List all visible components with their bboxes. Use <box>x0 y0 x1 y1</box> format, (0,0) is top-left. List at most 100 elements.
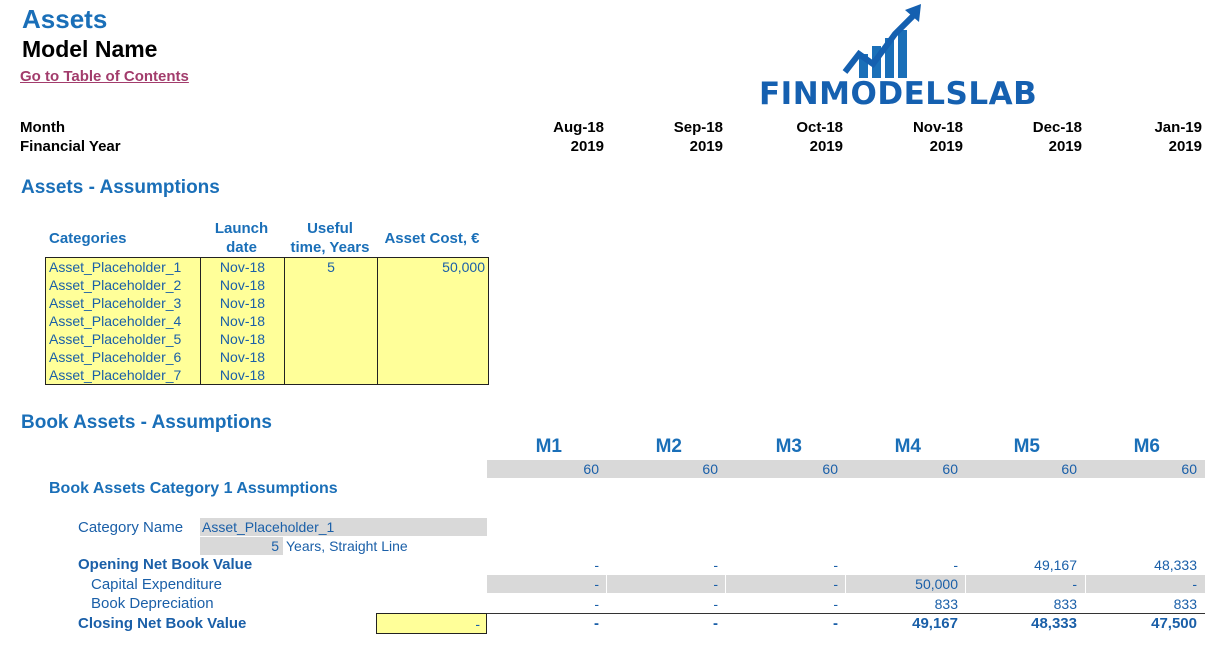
period-value-cell: 60 <box>702 461 718 477</box>
launch-date-cell[interactable]: Nov-18 <box>200 276 285 294</box>
asset-cost-cell[interactable] <box>377 276 489 294</box>
category-name-cell[interactable] <box>200 518 487 536</box>
period-header: M3 <box>775 436 802 457</box>
book-assets-title: Book Assets - Assumptions <box>21 412 272 433</box>
asset-name-cell[interactable]: Asset_Placeholder_6 <box>45 348 201 366</box>
capex-cell[interactable]: - <box>1192 576 1197 592</box>
category-name-value: Asset_Placeholder_1 <box>202 519 335 535</box>
categories-column-header: Categories <box>49 230 127 247</box>
closing-input-cell[interactable] <box>376 613 487 634</box>
period-values-band <box>487 460 1205 478</box>
years-value: 5 <box>271 538 279 554</box>
launch-date-cell[interactable]: Nov-18 <box>200 312 285 330</box>
useful-time-cell[interactable] <box>284 276 378 294</box>
month-header: Sep-18 <box>673 119 723 136</box>
asset-name-cell[interactable]: Asset_Placeholder_2 <box>45 276 201 294</box>
closing-nbv-cell: 48,333 <box>1031 615 1077 632</box>
month-label: Month <box>20 119 65 136</box>
capex-band <box>487 575 1205 593</box>
asset-row: Asset_Placeholder_6 Nov-18 <box>45 348 489 366</box>
capex-cell[interactable]: 50,000 <box>915 576 958 592</box>
asset-row: Asset_Placeholder_7 Nov-18 <box>45 366 489 385</box>
asset-cost-cell[interactable]: 50,000 <box>377 257 489 276</box>
book-assets-category-title: Book Assets Category 1 Assumptions <box>49 480 338 497</box>
closing-nbv-cell: 49,167 <box>912 615 958 632</box>
period-value-cell: 60 <box>583 461 599 477</box>
asset-name-cell[interactable]: Asset_Placeholder_3 <box>45 294 201 312</box>
year-header: 2019 <box>929 138 963 155</box>
asset-row: Asset_Placeholder_2 Nov-18 <box>45 276 489 294</box>
closing-nbv-cell: - <box>833 615 838 632</box>
capex-cell[interactable]: - <box>833 576 838 592</box>
capex-cell[interactable]: - <box>713 576 718 592</box>
launch-date-cell[interactable]: Nov-18 <box>200 257 285 276</box>
years-cell[interactable] <box>200 537 283 555</box>
useful-time-cell[interactable] <box>284 294 378 312</box>
depreciation-cell: 833 <box>934 596 958 612</box>
asset-row: Asset_Placeholder_4 Nov-18 <box>45 312 489 330</box>
year-header: 2019 <box>1048 138 1082 155</box>
year-header: 2019 <box>689 138 723 155</box>
year-header: 2019 <box>1168 138 1202 155</box>
assets-assumptions-table: Asset_Placeholder_1 Nov-18 5 50,000 Asset_Pl… <box>45 257 489 385</box>
depreciation-cell: 833 <box>1053 596 1077 612</box>
asset-cost-cell[interactable] <box>377 366 489 385</box>
period-header: M1 <box>535 436 562 457</box>
capex-cell[interactable]: - <box>594 576 599 592</box>
closing-nbv-cell: - <box>594 615 599 632</box>
opening-nbv-cell: - <box>833 557 838 573</box>
closing-input-value: - <box>475 616 480 632</box>
capex-label: Capital Expenditure <box>91 576 222 593</box>
useful-time-cell[interactable] <box>284 330 378 348</box>
asset-row: Asset_Placeholder_5 Nov-18 <box>45 330 489 348</box>
depreciation-cell: - <box>833 596 838 612</box>
year-header: 2019 <box>570 138 604 155</box>
growth-chart-icon <box>842 4 921 78</box>
period-value-cell: 60 <box>942 461 958 477</box>
depreciation-cell: 833 <box>1173 596 1197 612</box>
asset-cost-cell[interactable] <box>377 330 489 348</box>
asset-cost-cell[interactable] <box>377 312 489 330</box>
opening-nbv-cell: - <box>953 557 958 573</box>
asset-cost-column-header: Asset Cost, € <box>384 230 480 247</box>
finmodelslab-logo: FINMODELSLAB <box>755 2 1037 114</box>
opening-nbv-cell: 49,167 <box>1034 557 1077 573</box>
category-name-label: Category Name <box>78 519 184 536</box>
asset-cost-cell[interactable] <box>377 294 489 312</box>
useful-time-cell[interactable] <box>284 312 378 330</box>
asset-name-cell[interactable]: Asset_Placeholder_1 <box>45 257 201 276</box>
launch-date-cell[interactable]: Nov-18 <box>200 366 285 385</box>
launch-date-column-header: Launch date <box>214 220 269 256</box>
launch-date-cell[interactable]: Nov-18 <box>200 330 285 348</box>
month-header: Dec-18 <box>1032 119 1082 136</box>
model-name: Model Name <box>22 36 158 62</box>
opening-nbv-cell: 48,333 <box>1154 557 1197 573</box>
month-header: Oct-18 <box>796 119 843 136</box>
period-value-cell: 60 <box>1181 461 1197 477</box>
useful-time-cell[interactable] <box>284 348 378 366</box>
period-header: M6 <box>1133 436 1160 457</box>
useful-time-column-header: Useful time, Years <box>290 220 370 256</box>
closing-nbv-label: Closing Net Book Value <box>78 615 247 632</box>
period-value-cell: 60 <box>822 461 838 477</box>
table-of-contents-link[interactable]: Go to Table of Contents <box>20 68 189 85</box>
total-divider <box>487 613 1205 614</box>
asset-name-cell[interactable]: Asset_Placeholder_5 <box>45 330 201 348</box>
launch-date-cell[interactable]: Nov-18 <box>200 348 285 366</box>
closing-nbv-cell: - <box>713 615 718 632</box>
years-label: Years, Straight Line <box>286 538 408 554</box>
asset-row: Asset_Placeholder_3 Nov-18 <box>45 294 489 312</box>
useful-time-cell[interactable] <box>284 366 378 385</box>
asset-cost-cell[interactable] <box>377 348 489 366</box>
asset-name-cell[interactable]: Asset_Placeholder_4 <box>45 312 201 330</box>
month-header: Nov-18 <box>912 119 963 136</box>
depreciation-cell: - <box>713 596 718 612</box>
useful-time-cell[interactable]: 5 <box>284 257 378 276</box>
month-header: Jan-19 <box>1154 119 1202 136</box>
book-depreciation-label: Book Depreciation <box>91 595 214 612</box>
sheet-title: Assets <box>22 4 108 34</box>
capex-cell[interactable]: - <box>1072 576 1077 592</box>
launch-date-cell[interactable]: Nov-18 <box>200 294 285 312</box>
asset-name-cell[interactable]: Asset_Placeholder_7 <box>45 366 201 385</box>
year-header: 2019 <box>809 138 843 155</box>
